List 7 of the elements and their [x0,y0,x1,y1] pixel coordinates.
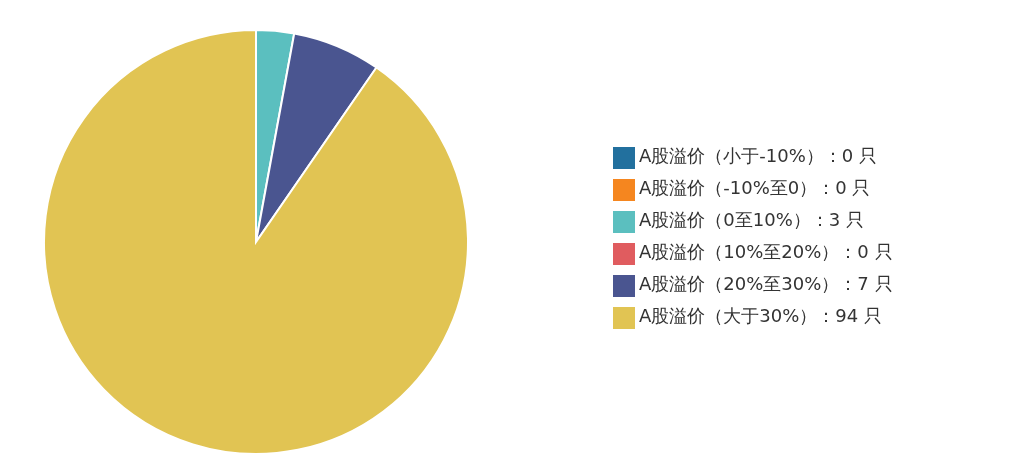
legend-label: A股溢价（10%至20%）：0 只 [639,241,893,262]
legend-label: A股溢价（0至10%）：3 只 [639,209,864,230]
legend-label: A股溢价（大于30%）：94 只 [639,305,882,326]
legend-label: A股溢价（-10%至0）：0 只 [639,177,871,198]
legend-label: A股溢价（20%至30%）：7 只 [639,273,893,294]
pie-slice [43,29,469,455]
legend-label: A股溢价（小于-10%）：0 只 [639,145,877,166]
